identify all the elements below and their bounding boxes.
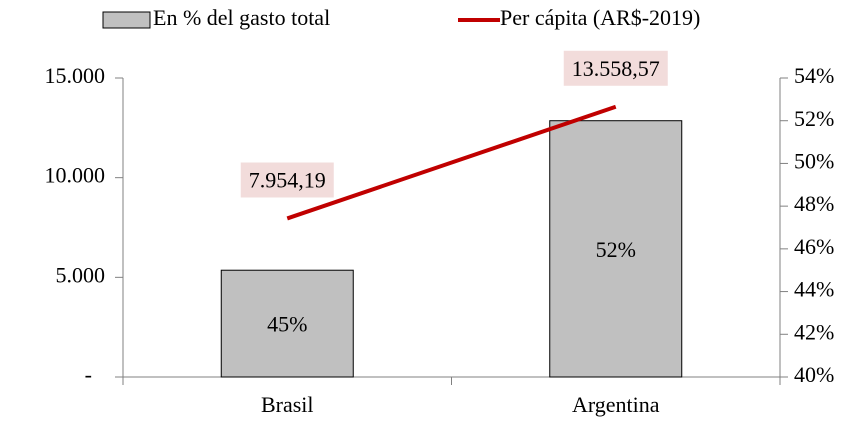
y2-tick-label: 42% — [794, 319, 834, 344]
y2-tick-label: 40% — [794, 362, 834, 387]
line — [286, 104, 617, 221]
x-tick-label: Argentina — [572, 392, 660, 417]
data-label-box — [240, 162, 334, 198]
legend-swatch — [102, 11, 151, 29]
y2-tick-label: 50% — [794, 148, 834, 173]
y-tick-label: 5.000 — [56, 262, 106, 287]
legend-label: En % del gasto total — [153, 5, 330, 30]
bar — [549, 120, 683, 378]
y2-tick-label: 44% — [794, 277, 834, 302]
bar-label: 45% — [267, 312, 307, 337]
legend-label: Per cápita (AR$-2019) — [500, 5, 700, 30]
data-label: 13.558,57 — [572, 56, 660, 81]
y-tick-label: 10.000 — [45, 163, 106, 188]
data-label: 7.954,19 — [249, 167, 326, 192]
bar-label: 52% — [596, 237, 636, 262]
y2-tick-label: 52% — [794, 106, 834, 131]
y2-tick-label: 46% — [794, 234, 834, 259]
data-label-box — [563, 50, 668, 86]
y-tick-label: 15.000 — [45, 63, 106, 88]
y2-tick-label: 48% — [794, 191, 834, 216]
y-tick-label: - — [85, 362, 92, 387]
y2-tick-label: 54% — [794, 63, 834, 88]
bar — [220, 269, 354, 378]
x-tick-label: Brasil — [261, 392, 314, 417]
